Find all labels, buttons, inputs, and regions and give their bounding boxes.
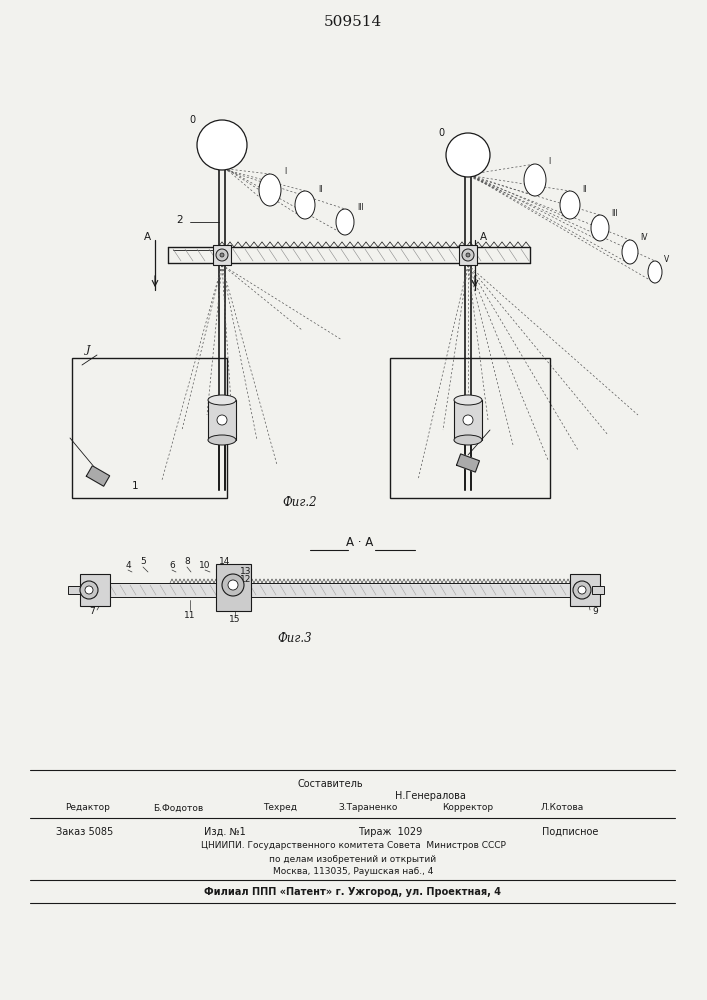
Text: II: II [318,184,322,194]
Bar [459,245,477,265]
Text: Корректор: Корректор [443,804,493,812]
Text: Б.Фодотов: Б.Фодотов [153,804,203,812]
Circle shape [197,120,247,170]
Text: 10: 10 [199,560,211,570]
Circle shape [462,249,474,261]
Text: 2: 2 [177,215,183,225]
Circle shape [578,586,586,594]
Text: Москва, 113035, Раушская наб., 4: Москва, 113035, Раушская наб., 4 [273,866,433,876]
Text: Филиал ППП «Патент» г. Ужгород, ул. Проектная, 4: Филиал ППП «Патент» г. Ужгород, ул. Прое… [204,887,501,897]
Ellipse shape [591,215,609,241]
Ellipse shape [454,395,482,405]
Text: IV: IV [640,233,648,242]
Text: 6: 6 [169,560,175,570]
Text: Подписное: Подписное [542,827,598,837]
Ellipse shape [648,261,662,283]
Text: 7: 7 [89,607,95,616]
Circle shape [228,580,238,590]
Text: Фиг.3: Фиг.3 [278,632,312,645]
Text: Тираж  1029: Тираж 1029 [358,827,422,837]
Text: V: V [664,254,670,263]
Text: III: III [611,209,618,218]
Text: ЦНИИПИ. Государственного комитета Совета  Министров СССР: ЦНИИПИ. Государственного комитета Совета… [201,842,506,850]
Text: Н.Генералова: Н.Генералова [395,791,465,801]
Circle shape [220,253,224,257]
Circle shape [216,249,228,261]
Bar [216,564,251,611]
Text: 14: 14 [219,558,230,566]
Bar [72,358,227,498]
Text: 15: 15 [229,615,241,624]
Text: Составитель: Составитель [297,779,363,789]
Text: J: J [86,345,90,355]
Circle shape [217,415,227,425]
Ellipse shape [524,164,546,196]
Ellipse shape [208,395,236,405]
Bar [80,574,110,606]
Bar [454,400,482,440]
Text: 1: 1 [132,481,139,491]
Ellipse shape [454,435,482,445]
Circle shape [85,586,93,594]
Bar [390,358,550,498]
Text: Л.Котова: Л.Котова [540,804,583,812]
Circle shape [446,133,490,177]
Text: 0: 0 [189,115,195,125]
Text: З.Тараненко: З.Тараненко [339,804,397,812]
Circle shape [466,253,470,257]
Polygon shape [86,466,110,486]
Text: A: A [479,232,486,242]
Polygon shape [457,454,479,472]
Text: Редактор: Редактор [66,804,110,812]
Text: 13: 13 [240,568,252,576]
Text: A: A [144,232,151,242]
Text: I: I [284,167,286,176]
Text: Изд. №1: Изд. №1 [204,827,246,837]
Text: 4: 4 [125,560,131,570]
Circle shape [573,581,591,599]
Text: 11: 11 [185,610,196,619]
Ellipse shape [259,174,281,206]
Text: 0: 0 [438,128,444,138]
Ellipse shape [336,209,354,235]
Text: по делам изобретений и открытий: по делам изобретений и открытий [269,854,436,863]
Text: Фиг.2: Фиг.2 [283,496,317,510]
Bar [208,400,236,440]
Text: Заказ 5085: Заказ 5085 [57,827,114,837]
Text: A · A: A · A [346,536,373,548]
Text: 8: 8 [184,558,190,566]
Ellipse shape [295,191,315,219]
Text: 12: 12 [240,576,252,584]
Bar [570,574,600,606]
Ellipse shape [560,191,580,219]
Bar [592,586,604,594]
Circle shape [463,415,473,425]
Ellipse shape [208,435,236,445]
Text: Техред: Техред [263,804,297,812]
Text: 5: 5 [140,558,146,566]
Text: 509514: 509514 [324,15,382,29]
Text: 9: 9 [592,607,597,616]
Text: II: II [582,184,587,194]
Bar [213,245,231,265]
Circle shape [222,574,244,596]
Circle shape [80,581,98,599]
Text: I: I [548,157,550,166]
Bar [68,586,80,594]
Text: III: III [357,202,363,212]
Ellipse shape [622,240,638,264]
Bar [110,583,570,597]
